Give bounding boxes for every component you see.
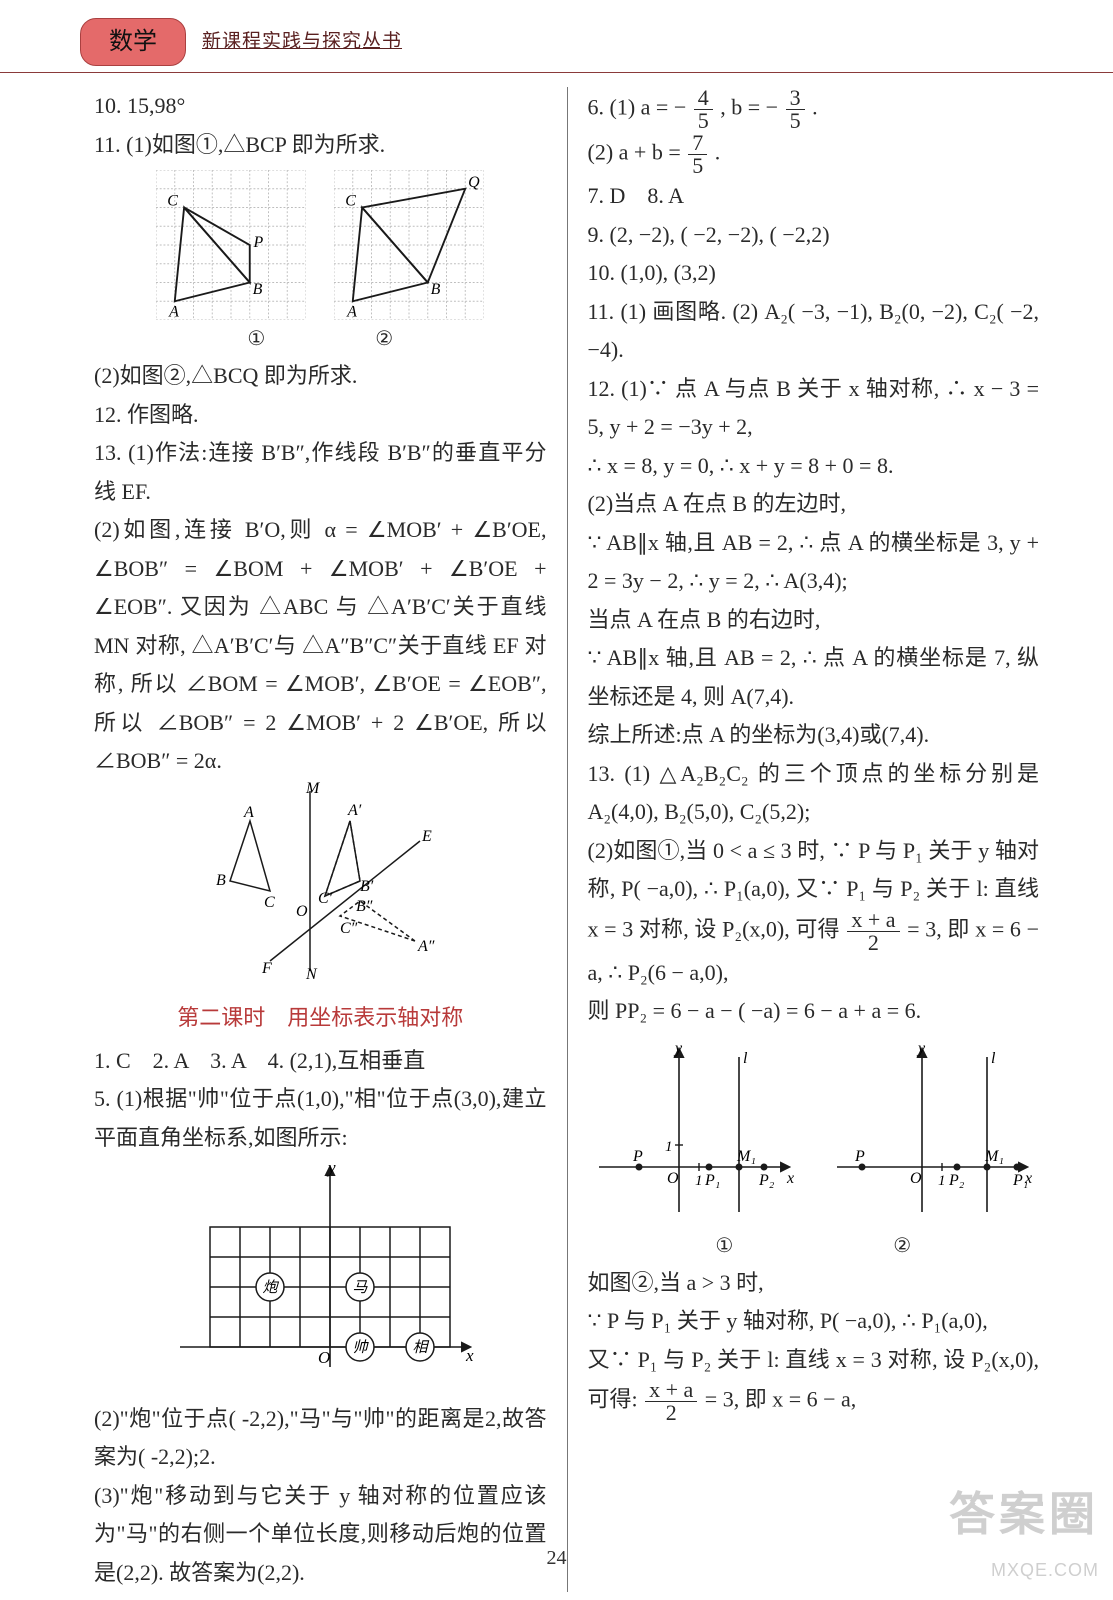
svg-text:M₁: M₁ [984, 1148, 1004, 1165]
svg-text:F: F [261, 960, 272, 977]
svg-text:M₁: M₁ [736, 1148, 756, 1165]
caption-2b: ② [893, 1229, 911, 1264]
caption-1b: ① [715, 1229, 733, 1264]
axis-figure-1: l 1 1 P P₁ P₂ M₁ y x O [589, 1037, 799, 1227]
svg-text:P: P [253, 234, 264, 251]
svg-text:1: 1 [695, 1173, 703, 1189]
svg-text:N: N [305, 966, 318, 981]
svg-text:相: 相 [413, 1339, 430, 1356]
caption-2: ② [375, 322, 393, 357]
svg-text:1: 1 [938, 1173, 946, 1189]
grid-figure-1: A B C P [156, 170, 306, 320]
subject-badge: 数学 [80, 18, 186, 66]
svg-text:P₁: P₁ [704, 1172, 720, 1189]
svg-text:炮: 炮 [263, 1279, 280, 1296]
answer-12-2-d: ∵ AB∥x 轴,且 AB = 2, ∴ 点 A 的横坐标是 7, 纵坐标还是 … [588, 639, 1040, 716]
svg-text:A″: A″ [417, 938, 435, 955]
svg-text:C: C [346, 193, 357, 210]
answer-11-2: (2)如图②,△BCQ 即为所求. [94, 357, 547, 396]
svg-text:x: x [465, 1346, 474, 1365]
section-2-title: 第二课时 用坐标表示轴对称 [94, 999, 547, 1038]
svg-text:A: A [168, 303, 179, 320]
svg-text:M: M [305, 781, 321, 797]
left-column: 10. 15,98° 11. (1)如图①,△BCP 即为所求. A B C P [80, 87, 567, 1592]
svg-text:C′: C′ [318, 890, 333, 907]
svg-text:x: x [1024, 1170, 1032, 1187]
answer-9: 9. (2, −2), ( −2, −2), ( −2,2) [588, 216, 1040, 255]
svg-text:A′: A′ [347, 802, 362, 819]
answer-12-1r: 12. (1)∵ 点 A 与点 B 关于 x 轴对称, ∴ x − 3 = 5,… [588, 370, 1040, 447]
triangle-grid-figures: A B C P A B C Q [94, 170, 547, 320]
answer-10: 10. 15,98° [94, 87, 547, 126]
svg-text:l: l [991, 1050, 996, 1067]
answer-13-e: ∵ P 与 P₁ 关于 y 轴对称, P( −a,0), ∴ P₁(a,0), [588, 1302, 1040, 1341]
svg-text:O: O [667, 1170, 679, 1187]
answer-12-2-e: 综上所述:点 A 的坐标为(3,4)或(7,4). [588, 716, 1040, 755]
s2-answers-1-4: 1. C 2. A 3. A 4. (2,1),互相垂直 [94, 1042, 547, 1081]
s2-answer-5-1: 5. (1)根据"帅"位于点(1,0),"相"位于点(3,0),建立平面直角坐标… [94, 1080, 547, 1157]
svg-text:Q: Q [468, 174, 480, 191]
grid-figure-2: A B C Q [334, 170, 484, 320]
axis-figure-2: l 1 P P₂ P₁ M₁ y x O [827, 1037, 1037, 1227]
answer-13-d: 如图②,当 a > 3 时, [588, 1264, 1040, 1303]
svg-text:E: E [421, 828, 432, 845]
svg-text:P: P [854, 1148, 865, 1165]
answer-13-2r-b: 则 PP₂ = 6 − a − ( −a) = 6 − a + a = 6. [588, 992, 1040, 1031]
svg-text:y: y [916, 1040, 926, 1057]
page-number: 24 [0, 1541, 1113, 1576]
two-column-content: 10. 15,98° 11. (1)如图①,△BCP 即为所求. A B C P [0, 87, 1113, 1592]
answer-10r: 10. (1,0), (3,2) [588, 254, 1040, 293]
answer-13-2: (2)如图,连接 B′O,则 α = ∠MOB′ + ∠B′OE, ∠BOB″ … [94, 511, 547, 781]
answer-13-1r: 13. (1) △A₂B₂C₂ 的三个顶点的坐标分别是 A₂(4,0), B₂(… [588, 755, 1040, 832]
svg-text:B: B [253, 281, 263, 298]
page-header: 数学 新课程实践与探究丛书 [0, 0, 1113, 73]
svg-text:l: l [743, 1050, 748, 1067]
svg-text:O: O [296, 903, 308, 920]
svg-text:A: A [346, 303, 357, 320]
figure-captions-1: ① ② [94, 322, 547, 357]
answer-11r: 11. (1) 画图略. (2) A₂( −3, −1), B₂(0, −2),… [588, 293, 1040, 370]
caption-1: ① [247, 322, 265, 357]
answer-6-2: (2) a + b = 75 . [588, 132, 1040, 177]
svg-text:P₂: P₂ [948, 1172, 965, 1189]
grid-lines [156, 170, 306, 320]
reflection-diagram: M N E F O A B C A′ B′ C′ A″ B″ C″ [94, 781, 547, 994]
answer-11-1: 11. (1)如图①,△BCP 即为所求. [94, 126, 547, 165]
answer-12: 12. 作图略. [94, 396, 547, 435]
series-title: 新课程实践与探究丛书 [202, 25, 402, 58]
right-column: 6. (1) a = − 45 , b = − 35 . (2) a + b =… [567, 87, 1054, 1592]
answer-12-2-a: (2)当点 A 在点 B 的左边时, [588, 485, 1040, 524]
svg-text:C: C [168, 193, 179, 210]
svg-text:y: y [326, 1158, 336, 1177]
svg-text:P: P [632, 1148, 643, 1165]
svg-text:A: A [243, 804, 254, 821]
svg-text:x: x [786, 1170, 794, 1187]
axis-figure-pair: l 1 1 P P₁ P₂ M₁ y x O [588, 1037, 1040, 1227]
svg-text:B: B [216, 872, 226, 889]
answer-13-1: 13. (1)作法:连接 B′B″,作线段 B′B″的垂直平分线 EF. [94, 434, 547, 511]
svg-text:C: C [264, 894, 275, 911]
svg-text:B″: B″ [356, 898, 373, 915]
answer-12-2-c: 当点 A 在点 B 的右边时, [588, 601, 1040, 640]
svg-text:B′: B′ [360, 878, 374, 895]
answer-13-f: 又∵ P₁ 与 P₂ 关于 l: 直线 x = 3 对称, 设 P₂(x,0),… [588, 1341, 1040, 1425]
svg-text:1: 1 [665, 1139, 673, 1155]
chessboard-figure: 炮 马 帅 相 y x O [94, 1157, 547, 1400]
svg-text:O: O [910, 1170, 922, 1187]
answer-12-2-b: ∵ AB∥x 轴,且 AB = 2, ∴ 点 A 的横坐标是 3, y + 2 … [588, 524, 1040, 601]
answers-7-8: 7. D 8. A [588, 177, 1040, 216]
s2-answer-5-2: (2)"炮"位于点( -2,2),"马"与"帅"的距离是2,故答案为( -2,2… [94, 1400, 547, 1477]
svg-text:帅: 帅 [353, 1339, 370, 1356]
svg-text:P₂: P₂ [758, 1172, 775, 1189]
svg-text:O: O [318, 1348, 330, 1367]
answer-12-1r-b: ∴ x = 8, y = 0, ∴ x + y = 8 + 0 = 8. [588, 447, 1040, 486]
svg-text:B: B [431, 281, 441, 298]
answer-6-1: 6. (1) a = − 45 , b = − 35 . [588, 87, 1040, 132]
figure-captions-2: ① ② [588, 1229, 1040, 1264]
svg-text:马: 马 [353, 1280, 369, 1296]
answer-13-2r: (2)如图①,当 0 < a ≤ 3 时, ∵ P 与 P₁ 关于 y 轴对称,… [588, 832, 1040, 993]
svg-text:y: y [673, 1040, 683, 1057]
svg-text:C″: C″ [340, 920, 358, 937]
